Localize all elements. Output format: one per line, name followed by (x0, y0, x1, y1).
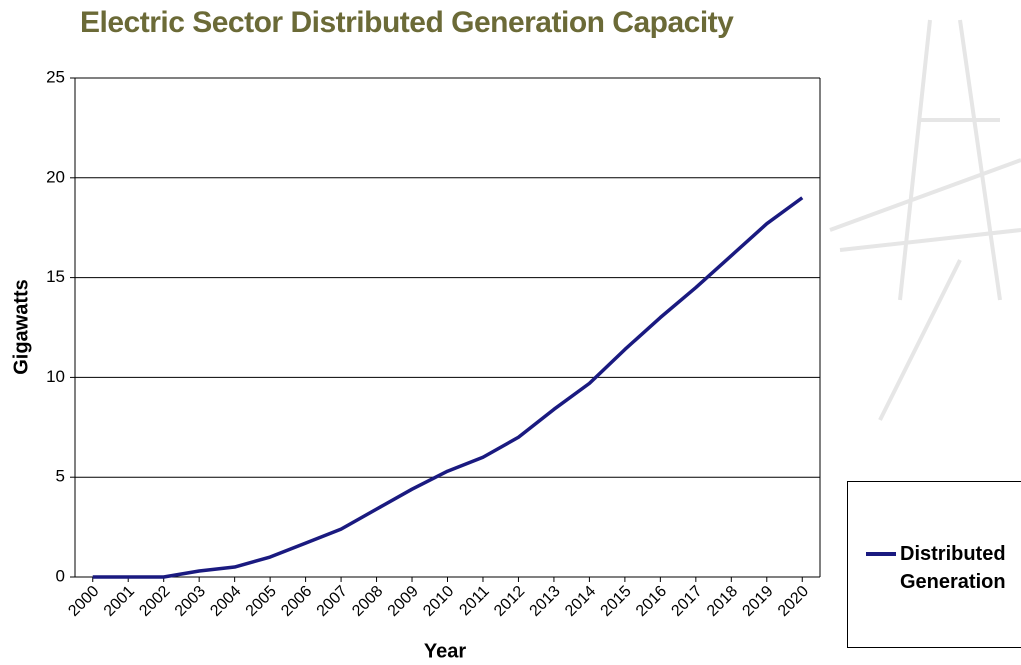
series-line (92, 196, 804, 579)
x-tick-label: 2000 (65, 583, 102, 620)
legend: Distributed Generation (847, 481, 1021, 648)
x-tick-label: 2018 (704, 583, 741, 620)
y-tick-label: 20 (46, 167, 65, 186)
y-tick-label: 5 (56, 467, 65, 486)
x-tick-label: 2010 (420, 583, 457, 620)
x-tick-label: 2003 (172, 583, 209, 620)
x-tick-label: 2012 (491, 583, 528, 620)
y-tick-label: 0 (56, 566, 65, 585)
x-tick-label: 2002 (136, 583, 173, 620)
x-tick-label: 2006 (278, 583, 315, 620)
x-tick-label: 2004 (207, 583, 244, 620)
x-tick-label: 2007 (314, 583, 351, 620)
x-tick-label: 2011 (456, 583, 492, 619)
x-tick-label: 2005 (243, 583, 280, 620)
x-tick-label: 2017 (668, 583, 705, 620)
x-tick-label: 2019 (739, 583, 776, 620)
x-tick-label: 2001 (101, 583, 138, 620)
y-tick-label: 25 (46, 67, 65, 86)
x-tick-label: 2020 (775, 583, 812, 620)
x-tick-label: 2013 (527, 583, 564, 620)
x-tick-label: 2008 (349, 583, 386, 620)
x-axis-label: Year (424, 640, 466, 662)
x-tick-label: 2014 (562, 583, 599, 620)
chart-title: Electric Sector Distributed Generation C… (80, 6, 734, 39)
y-tick-label: 10 (46, 367, 65, 386)
legend-swatch (866, 552, 896, 556)
x-tick-label: 2009 (385, 583, 422, 620)
y-axis-label: Gigawatts (10, 279, 32, 375)
legend-label: Distributed Generation (900, 543, 1006, 593)
x-tick-label: 2016 (633, 583, 670, 620)
y-tick-label: 15 (46, 267, 65, 286)
background-tower (829, 19, 1021, 421)
x-tick-label: 2015 (598, 583, 635, 620)
